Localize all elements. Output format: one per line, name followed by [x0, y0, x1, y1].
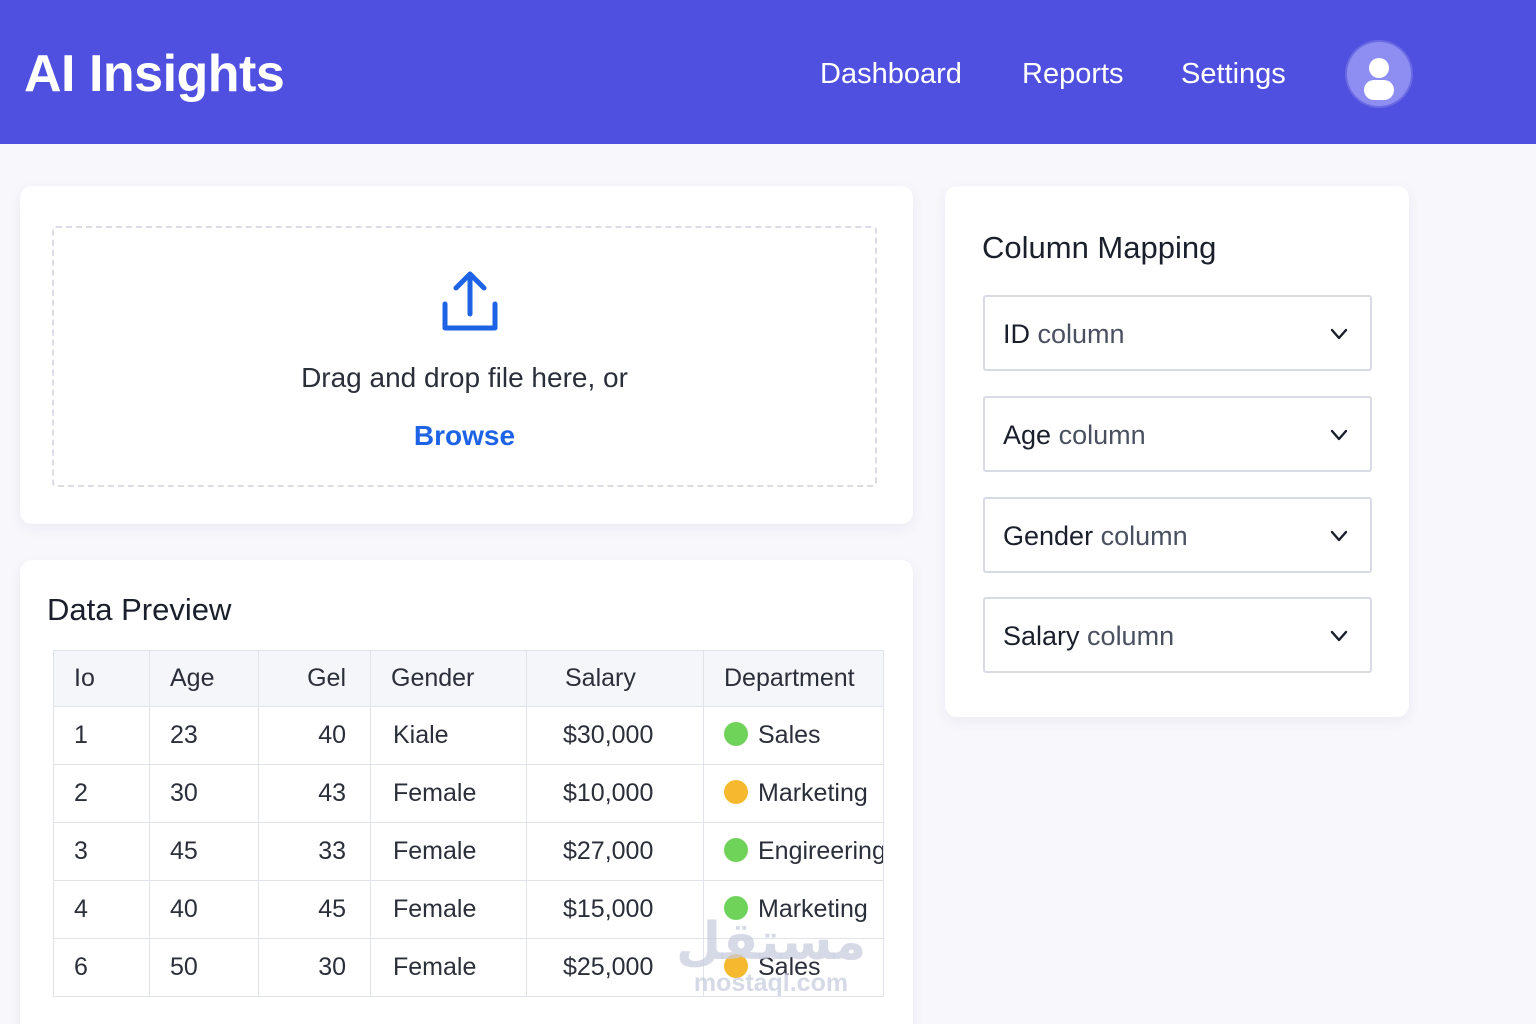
cell-department: Marketing [704, 765, 884, 823]
department-label: Sales [758, 721, 821, 749]
cell-salary: $30,000 [527, 707, 704, 765]
nav-reports[interactable]: Reports [1022, 58, 1124, 91]
table-header-row: Io Age Gel Gender Salary Department [54, 651, 884, 707]
column-header: Gel [259, 651, 371, 707]
cell-department: Sales [704, 939, 884, 997]
browse-button[interactable]: Browse [54, 420, 875, 452]
cell-department: Sales [704, 707, 884, 765]
cell-gel: 40 [259, 707, 371, 765]
cell-age: 23 [150, 707, 259, 765]
select-field-suffix: column [1101, 521, 1188, 551]
cell-gender: Female [371, 823, 527, 881]
chevron-down-icon [1330, 327, 1348, 341]
cell-age: 50 [150, 939, 259, 997]
cell-gender: Female [371, 881, 527, 939]
column-header: Salary [527, 651, 704, 707]
upload-icon [439, 268, 501, 334]
cell-id: 6 [54, 939, 150, 997]
cell-salary: $27,000 [527, 823, 704, 881]
cell-id: 1 [54, 707, 150, 765]
chevron-down-icon [1330, 529, 1348, 543]
user-icon [1347, 42, 1411, 106]
column-mapping-title: Column Mapping [982, 230, 1216, 266]
table-row[interactable]: 23043Female$10,000 Marketing [54, 765, 884, 823]
cell-gender: Kiale [371, 707, 527, 765]
status-dot-icon [724, 838, 748, 862]
select-value: Gender column [1003, 521, 1188, 552]
gender-column-select[interactable]: Gender column [983, 497, 1372, 573]
select-field-suffix: column [1038, 319, 1125, 349]
select-field-suffix: column [1087, 621, 1174, 651]
column-mapping-card: Column Mapping ID column Age column Gend… [945, 186, 1409, 717]
cell-gel: 45 [259, 881, 371, 939]
department-label: Marketing [758, 895, 868, 923]
id-column-select[interactable]: ID column [983, 295, 1372, 371]
data-preview-card: Data Preview Io Age Gel Gender Salary De… [20, 560, 913, 1024]
status-dot-icon [724, 780, 748, 804]
select-value: ID column [1003, 319, 1125, 350]
dropzone-prompt: Drag and drop file here, or [54, 362, 875, 394]
department-label: Sales [758, 953, 821, 981]
select-field-suffix: column [1059, 420, 1146, 450]
nav-dashboard[interactable]: Dashboard [820, 58, 962, 91]
table-row[interactable]: 65030Female$25,000 Sales [54, 939, 884, 997]
column-header: Age [150, 651, 259, 707]
cell-age: 40 [150, 881, 259, 939]
select-field-name: Gender [1003, 521, 1093, 551]
cell-gel: 33 [259, 823, 371, 881]
cell-gender: Female [371, 939, 527, 997]
age-column-select[interactable]: Age column [983, 396, 1372, 472]
data-preview-title: Data Preview [47, 592, 231, 628]
cell-department: Marketing [704, 881, 884, 939]
chevron-down-icon [1330, 428, 1348, 442]
status-dot-icon [724, 896, 748, 920]
cell-id: 3 [54, 823, 150, 881]
user-avatar[interactable] [1347, 42, 1411, 106]
nav-settings[interactable]: Settings [1181, 58, 1286, 91]
department-label: Marketing [758, 779, 868, 807]
status-dot-icon [724, 722, 748, 746]
salary-column-select[interactable]: Salary column [983, 597, 1372, 673]
cell-salary: $15,000 [527, 881, 704, 939]
cell-age: 30 [150, 765, 259, 823]
file-dropzone[interactable]: Drag and drop file here, or Browse [52, 226, 877, 487]
cell-id: 2 [54, 765, 150, 823]
table-row[interactable]: 12340Kiale$30,000 Sales [54, 707, 884, 765]
upload-card: Drag and drop file here, or Browse [20, 186, 913, 524]
cell-gel: 30 [259, 939, 371, 997]
column-header: Io [54, 651, 150, 707]
cell-salary: $10,000 [527, 765, 704, 823]
select-field-name: Salary [1003, 621, 1080, 651]
top-navbar: AI Insights Dashboard Reports Settings [0, 0, 1536, 144]
cell-id: 4 [54, 881, 150, 939]
chevron-down-icon [1330, 629, 1348, 643]
cell-salary: $25,000 [527, 939, 704, 997]
cell-department: Engireering [704, 823, 884, 881]
status-dot-icon [724, 954, 748, 978]
department-label: Engireering [758, 837, 884, 865]
cell-age: 45 [150, 823, 259, 881]
cell-gender: Female [371, 765, 527, 823]
app-title: AI Insights [24, 44, 284, 104]
select-field-name: ID [1003, 319, 1030, 349]
table-row[interactable]: 34533Female$27,000 Engireering [54, 823, 884, 881]
data-preview-table: Io Age Gel Gender Salary Department 1234… [53, 650, 884, 997]
table-row[interactable]: 44045Female$15,000 Marketing [54, 881, 884, 939]
cell-gel: 43 [259, 765, 371, 823]
select-value: Age column [1003, 420, 1146, 451]
select-field-name: Age [1003, 420, 1051, 450]
column-header: Department [704, 651, 884, 707]
select-value: Salary column [1003, 621, 1174, 652]
column-header: Gender [371, 651, 527, 707]
